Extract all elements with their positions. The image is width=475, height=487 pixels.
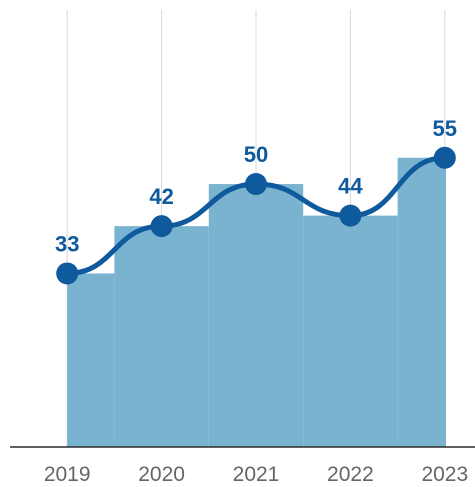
data-label-2022: 44	[338, 174, 363, 199]
x-tick-2023: 2023	[421, 463, 468, 486]
bars	[67, 157, 446, 447]
point-2021	[245, 173, 267, 196]
data-label-2023: 55	[433, 116, 457, 141]
data-points	[56, 146, 456, 285]
point-2023	[433, 146, 456, 169]
x-tick-2019: 2019	[44, 463, 91, 486]
x-tick-2022: 2022	[327, 463, 374, 486]
data-labels: 33 42 50 44 55	[55, 116, 457, 257]
point-2022	[339, 204, 362, 227]
bar-2021	[208, 184, 304, 447]
x-tick-2020: 2020	[138, 463, 185, 486]
bar-2019	[67, 273, 115, 447]
x-tick-2021: 2021	[233, 463, 280, 486]
point-2019	[56, 262, 79, 285]
data-label-2020: 42	[149, 184, 173, 209]
x-tick-labels: 2019 2020 2021 2022 2023	[44, 463, 468, 486]
data-label-2021: 50	[244, 142, 268, 167]
bar-2023	[397, 157, 446, 447]
bar-2022	[303, 215, 398, 447]
data-label-2019: 33	[55, 231, 79, 256]
bar-2020	[114, 226, 209, 447]
point-2020	[150, 215, 173, 238]
